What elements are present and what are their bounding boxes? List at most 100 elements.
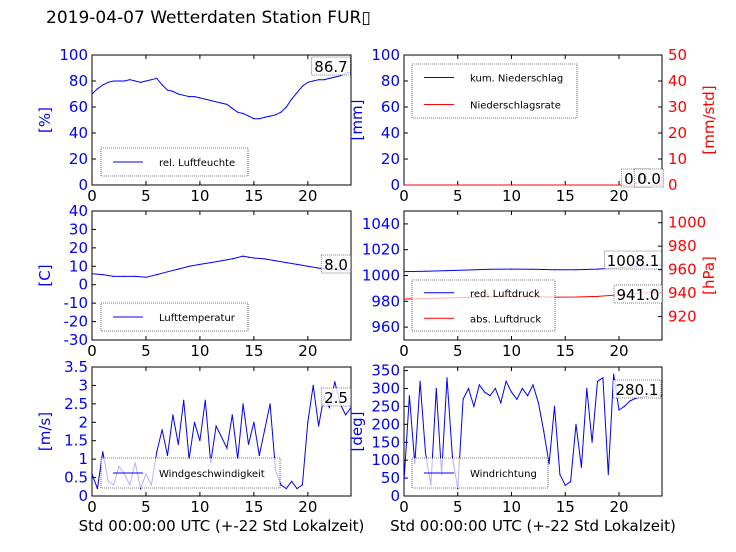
x-tick-label: 0 — [399, 187, 409, 205]
data-point — [435, 387, 437, 390]
data-point — [629, 400, 631, 402]
data-point — [199, 263, 201, 265]
data-point — [318, 425, 320, 427]
x-axis-label: Std 00:00:00 UTC (+-22 Std Lokalzeit) — [390, 517, 676, 535]
data-point — [183, 399, 185, 401]
y-axis-label: [deg] — [348, 412, 366, 452]
data-point — [301, 484, 303, 486]
y-tick-label: 100 — [371, 451, 400, 469]
data-point — [334, 381, 336, 383]
data-point — [312, 80, 314, 82]
data-point — [489, 395, 491, 397]
y-right-axis-label: [mm/std] — [700, 85, 718, 154]
legend-box — [411, 63, 578, 119]
y-tick-label: 100 — [371, 46, 400, 64]
y-right-tick-label: 40 — [668, 72, 687, 90]
y-right-tick-label: 20 — [668, 124, 687, 142]
y-tick-label: 3.5 — [64, 358, 88, 376]
data-point — [408, 395, 410, 397]
data-point — [596, 268, 599, 270]
x-tick-label: 5 — [141, 187, 151, 205]
data-point — [231, 258, 233, 260]
x-tick-label: 0 — [399, 342, 409, 360]
value-annotation: 86.7 — [314, 58, 347, 76]
data-point — [516, 398, 518, 400]
legend-box — [411, 279, 556, 332]
y-tick-label: 980 — [371, 292, 400, 310]
x-tick-label: 0 — [87, 342, 97, 360]
x-tick-label: 0 — [399, 498, 409, 516]
data-point — [575, 423, 577, 425]
y-tick-label: 0 — [78, 487, 88, 505]
data-point — [166, 89, 169, 91]
y-tick-label: 20 — [69, 239, 88, 257]
annotation-box — [612, 379, 662, 399]
x-tick-label: 15 — [556, 498, 575, 516]
data-point — [318, 267, 320, 269]
data-point — [532, 268, 534, 270]
data-point — [231, 107, 233, 109]
data-point — [253, 118, 255, 120]
data-point — [264, 258, 266, 260]
data-point — [446, 377, 448, 379]
data-point — [156, 77, 158, 79]
y-axis-label: [C] — [36, 264, 54, 286]
data-point — [521, 387, 523, 390]
y-tick-label: 1040 — [362, 215, 400, 233]
data-point — [618, 409, 620, 411]
data-point — [253, 421, 255, 423]
data-point — [559, 473, 561, 476]
y-tick-label: 80 — [381, 72, 400, 90]
data-point — [564, 484, 566, 486]
data-point — [478, 384, 480, 386]
y-axis-label: [mm] — [348, 100, 366, 141]
x-tick-label: 15 — [556, 187, 575, 205]
data-point — [242, 403, 244, 405]
data-point — [107, 81, 109, 83]
data-point — [403, 481, 405, 483]
data-point — [312, 384, 314, 386]
data-point — [575, 296, 577, 298]
y-tick-label: 0 — [78, 176, 88, 194]
data-point — [274, 260, 277, 262]
series-line — [91, 255, 352, 278]
data-point — [328, 77, 330, 79]
data-point — [269, 115, 271, 117]
data-point — [553, 269, 556, 271]
data-point — [596, 380, 599, 382]
data-point — [285, 106, 287, 108]
data-point — [242, 255, 244, 257]
y-right-tick-label: 920 — [668, 308, 697, 326]
plot-frame-5 — [91, 366, 352, 497]
data-point — [339, 75, 341, 77]
y-right-tick-label: 10 — [668, 150, 687, 168]
data-point — [285, 488, 287, 490]
data-point — [161, 84, 163, 86]
x-tick-label: 10 — [190, 342, 209, 360]
data-point — [258, 454, 260, 457]
data-point — [156, 274, 158, 276]
data-point — [253, 257, 255, 259]
y-tick-label: 150 — [371, 433, 400, 451]
y-right-tick-label: 1000 — [668, 214, 706, 232]
y-tick-label: 40 — [381, 124, 400, 142]
data-point — [451, 456, 453, 458]
data-point — [172, 90, 174, 92]
y-tick-label: -10 — [64, 294, 89, 312]
data-point — [350, 71, 352, 73]
data-point — [274, 114, 277, 116]
data-point — [220, 436, 223, 438]
y-right-tick-label: 980 — [668, 237, 697, 255]
data-point — [419, 380, 421, 382]
data-point — [345, 414, 347, 416]
data-point — [591, 441, 593, 443]
data-point — [296, 92, 298, 94]
data-point — [242, 112, 244, 115]
x-tick-label: 10 — [190, 498, 209, 516]
data-point — [226, 103, 228, 105]
data-point — [102, 84, 104, 86]
data-point — [91, 473, 93, 475]
legend-label: Niederschlagsrate — [470, 101, 561, 112]
data-point — [285, 262, 287, 264]
x-tick-label: 20 — [609, 498, 628, 516]
